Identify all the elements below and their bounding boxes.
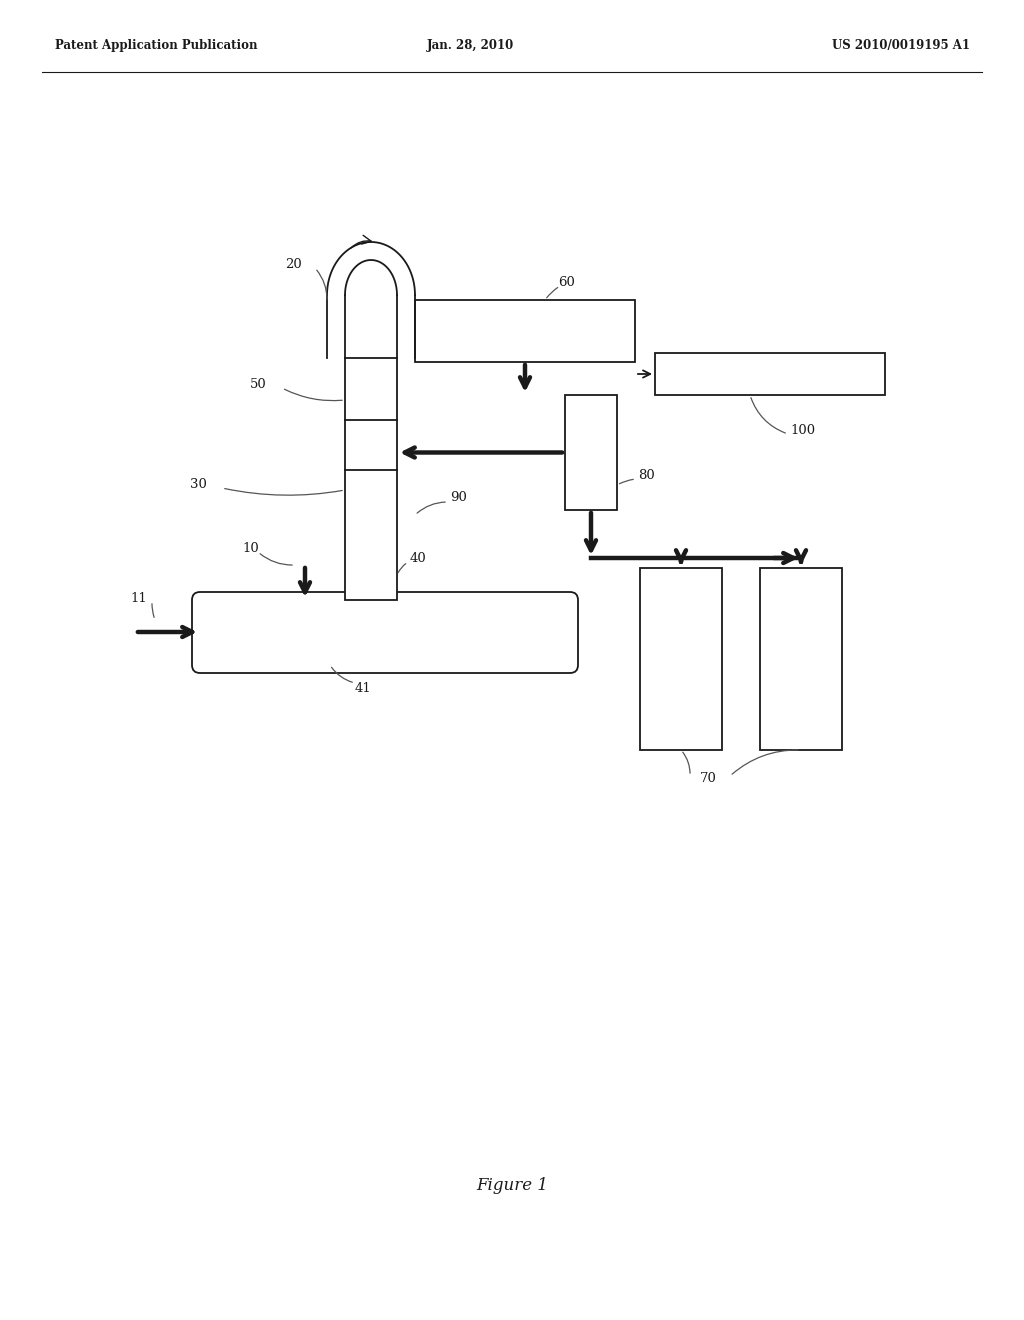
Text: Figure 1: Figure 1 — [476, 1176, 548, 1193]
Text: 10: 10 — [242, 541, 259, 554]
Text: Jan. 28, 2010: Jan. 28, 2010 — [426, 38, 514, 51]
Text: 11: 11 — [130, 591, 146, 605]
Text: 30: 30 — [190, 479, 207, 491]
Text: US 2010/0019195 A1: US 2010/0019195 A1 — [831, 38, 970, 51]
Text: 80: 80 — [638, 469, 654, 482]
Text: 100: 100 — [790, 424, 815, 437]
Bar — [415, 300, 635, 362]
Bar — [565, 395, 617, 510]
Bar — [640, 568, 722, 750]
Text: 20: 20 — [285, 259, 302, 272]
Text: 50: 50 — [250, 379, 266, 392]
Text: 90: 90 — [450, 491, 467, 504]
Bar — [760, 568, 842, 750]
Bar — [655, 352, 885, 395]
Text: 41: 41 — [355, 681, 372, 694]
Text: Patent Application Publication: Patent Application Publication — [55, 38, 257, 51]
FancyBboxPatch shape — [193, 591, 578, 673]
Text: 70: 70 — [699, 771, 717, 784]
Text: 40: 40 — [410, 552, 427, 565]
Bar — [345, 358, 397, 601]
Text: 60: 60 — [558, 276, 574, 289]
